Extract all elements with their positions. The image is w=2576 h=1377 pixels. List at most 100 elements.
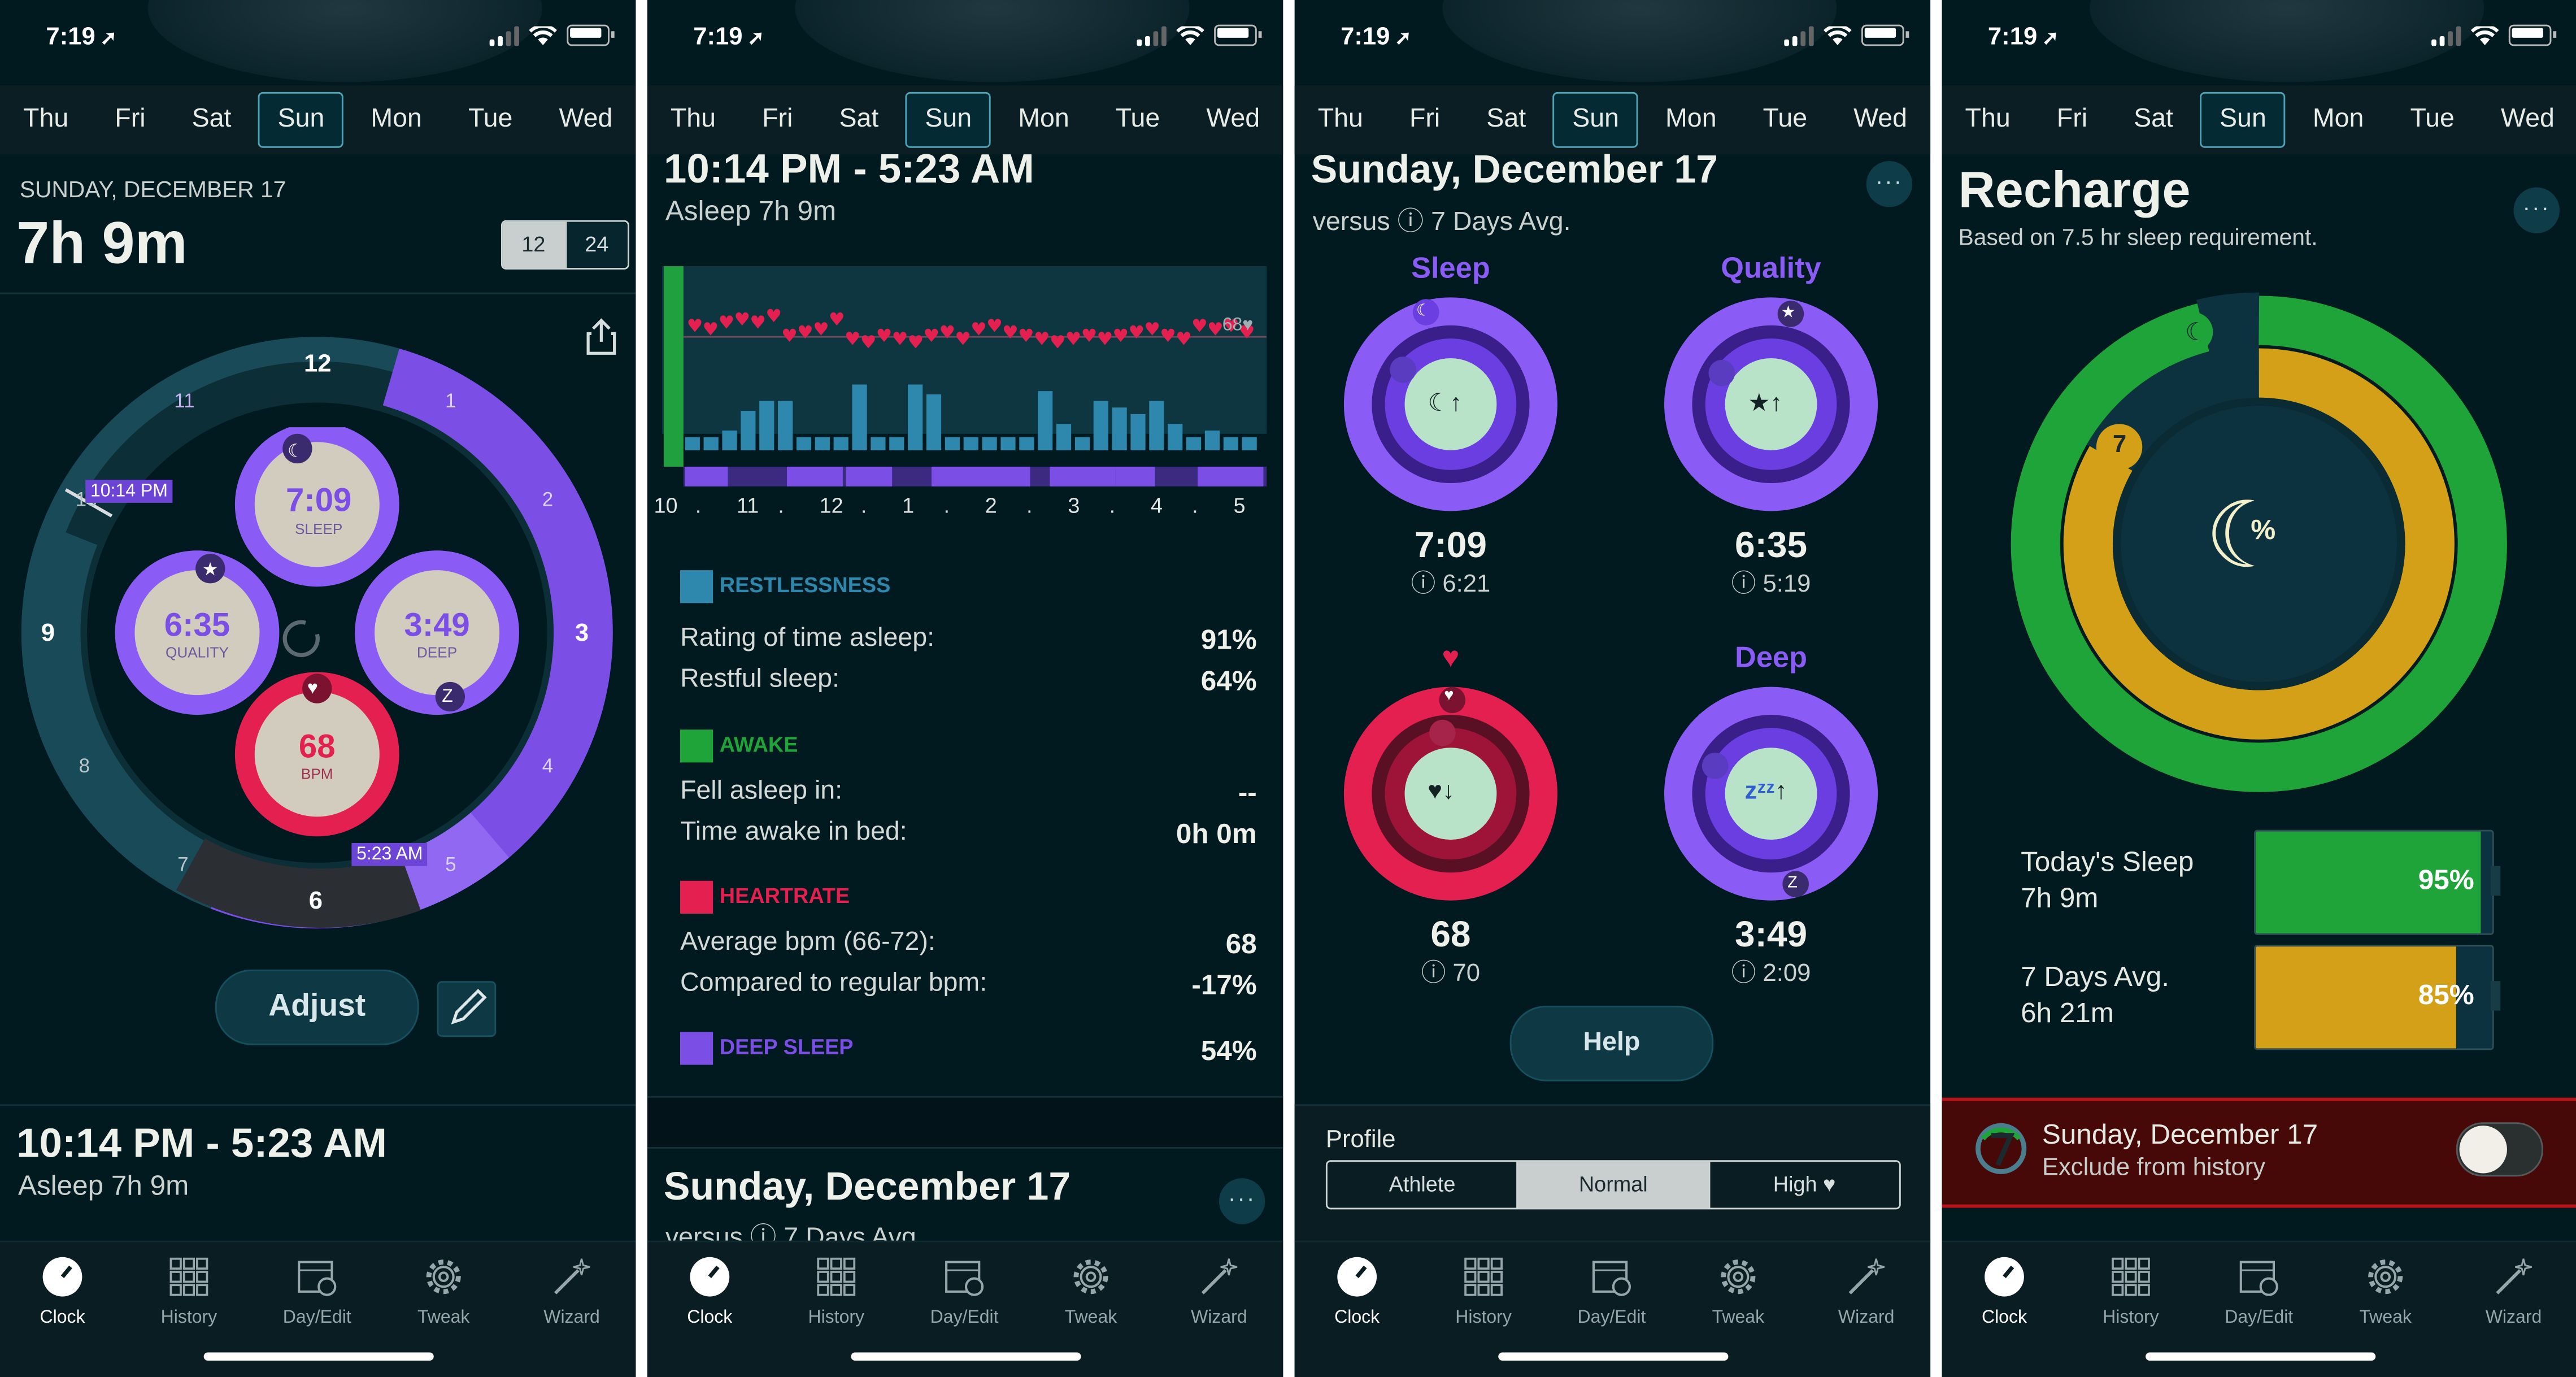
tab-clock[interactable]: Clock: [652, 1256, 768, 1328]
format-12-button[interactable]: 12: [502, 221, 564, 268]
day-mon[interactable]: Mon: [371, 105, 422, 133]
moon-icon: ☾: [287, 442, 304, 462]
tab-tweak[interactable]: Tweak: [2328, 1256, 2443, 1328]
day-wed[interactable]: Wed: [1206, 105, 1260, 133]
day-selector: Thu Fri Sat Sun Mon Tue Wed: [0, 85, 636, 155]
signal-icon: [1784, 25, 1814, 45]
more-button[interactable]: ···: [1219, 1178, 1265, 1224]
exclude-toggle[interactable]: [2456, 1122, 2543, 1177]
day-tue[interactable]: Tue: [1763, 105, 1808, 133]
day-mon[interactable]: Mon: [1018, 105, 1069, 133]
profile-selector: Athlete Normal High ♥: [1325, 1160, 1901, 1210]
more-button[interactable]: ···: [2513, 187, 2560, 233]
day-wed[interactable]: Wed: [559, 105, 613, 133]
restlessness-bar: [871, 437, 886, 450]
heart-trend-icon: ♥↓: [1428, 777, 1455, 806]
tab-bar: Clock History Day/Edit Tweak Wizard: [1294, 1240, 1931, 1377]
restlessness-bar: [889, 437, 904, 450]
sleep-ring-avg: ⓘ 6:21: [1411, 570, 1491, 598]
restlessness-bar: [778, 401, 793, 450]
heartrate-tag: 68♥: [1222, 315, 1254, 336]
day-fri[interactable]: Fri: [1409, 105, 1441, 133]
tab-bar: Clock History Day/Edit Tweak Wizard: [1942, 1240, 2576, 1377]
day-sat[interactable]: Sat: [1486, 105, 1526, 133]
day-fri[interactable]: Fri: [2056, 105, 2088, 133]
moon-icon: ☾: [2185, 319, 2208, 347]
versus-label: versus ⓘ 7 Days Avg.: [1312, 208, 1571, 237]
footer-date-title: Sunday, December 17: [663, 1165, 1071, 1210]
profile-normal[interactable]: Normal: [1517, 1162, 1708, 1208]
share-icon[interactable]: [585, 317, 617, 357]
day-tue[interactable]: Tue: [1115, 105, 1160, 133]
format-24-button[interactable]: 24: [564, 221, 628, 268]
day-thu[interactable]: Thu: [1965, 105, 2011, 133]
profile-label: Profile: [1325, 1126, 1396, 1154]
hour-2-label: 2: [542, 488, 554, 511]
restlessness-bar: [1168, 424, 1183, 450]
tab-clock[interactable]: Clock: [5, 1256, 120, 1328]
tab-history[interactable]: History: [2073, 1256, 2188, 1328]
profile-high[interactable]: High ♥: [1708, 1162, 1899, 1208]
day-fri[interactable]: Fri: [115, 105, 146, 133]
day-mon[interactable]: Mon: [1665, 105, 1717, 133]
more-button[interactable]: ···: [1866, 161, 1913, 207]
tab-day-edit[interactable]: Day/Edit: [907, 1256, 1022, 1328]
day-sat[interactable]: Sat: [192, 105, 232, 133]
battery-icon: [567, 24, 615, 46]
day-thu[interactable]: Thu: [1317, 105, 1363, 133]
tab-wizard[interactable]: Wizard: [514, 1256, 629, 1328]
tab-history[interactable]: History: [778, 1256, 894, 1328]
gear-icon: [426, 1259, 461, 1295]
day-wed[interactable]: Wed: [1853, 105, 1908, 133]
tab-wizard[interactable]: Wizard: [2456, 1256, 2571, 1328]
heart-point: ♥: [718, 312, 734, 333]
comparison-rings: [1343, 297, 1878, 901]
moon-icon: ☾: [1416, 302, 1431, 321]
calendar-icon: [1592, 1261, 1631, 1296]
sleep-ring: [1343, 297, 1557, 511]
tab-tweak[interactable]: Tweak: [1033, 1256, 1148, 1328]
tab-clock[interactable]: Clock: [1947, 1256, 2062, 1328]
day-sat[interactable]: Sat: [839, 105, 879, 133]
date-heading: SUNDAY, DECEMBER 17: [19, 176, 286, 202]
tab-tweak[interactable]: Tweak: [1681, 1256, 1796, 1328]
day-thu[interactable]: Thu: [670, 105, 716, 133]
exclude-date: Sunday, December 17: [2042, 1119, 2318, 1150]
day-sun[interactable]: Sun: [258, 92, 345, 148]
tab-wizard[interactable]: Wizard: [1161, 1256, 1277, 1328]
profile-athlete[interactable]: Athlete: [1389, 1171, 1456, 1197]
day-sun[interactable]: Sun: [1552, 92, 1639, 148]
clock-icon: [1985, 1257, 2024, 1297]
today-sleep-time: 7h 9m: [2021, 882, 2099, 914]
deep-ring-avg: ⓘ 2:09: [1731, 959, 1811, 988]
heart-point: ♥: [797, 322, 813, 343]
tab-day-edit[interactable]: Day/Edit: [259, 1256, 375, 1328]
status-icons: [489, 24, 615, 46]
day-wed[interactable]: Wed: [2501, 105, 2555, 133]
tab-history[interactable]: History: [132, 1256, 247, 1328]
tab-day-edit[interactable]: Day/Edit: [2201, 1256, 2317, 1328]
edit-button[interactable]: [437, 981, 497, 1037]
day-mon[interactable]: Mon: [2312, 105, 2364, 133]
tab-tweak[interactable]: Tweak: [386, 1256, 501, 1328]
adjust-button[interactable]: Adjust: [215, 969, 419, 1045]
help-button[interactable]: Help: [1509, 1005, 1714, 1081]
heart-point: ♥: [1207, 318, 1224, 340]
day-sat[interactable]: Sat: [2134, 105, 2173, 133]
restlessness-bar: [1093, 401, 1108, 450]
day-sun[interactable]: Sun: [2200, 92, 2286, 148]
tab-wizard[interactable]: Wizard: [1809, 1256, 1924, 1328]
tab-clock[interactable]: Clock: [1299, 1256, 1415, 1328]
day-tue[interactable]: Tue: [2410, 105, 2455, 133]
day-sun[interactable]: Sun: [905, 92, 992, 148]
deep-sleep-segment: [846, 466, 893, 486]
bpm-value: 68: [298, 729, 336, 766]
day-thu[interactable]: Thu: [23, 105, 69, 133]
tab-history[interactable]: History: [1426, 1256, 1541, 1328]
today-sleep-percent: 95%: [2418, 864, 2474, 896]
wifi-icon: [1824, 25, 1852, 45]
day-fri[interactable]: Fri: [762, 105, 793, 133]
calendar-icon: [945, 1261, 984, 1296]
day-tue[interactable]: Tue: [468, 105, 513, 133]
tab-day-edit[interactable]: Day/Edit: [1554, 1256, 1669, 1328]
